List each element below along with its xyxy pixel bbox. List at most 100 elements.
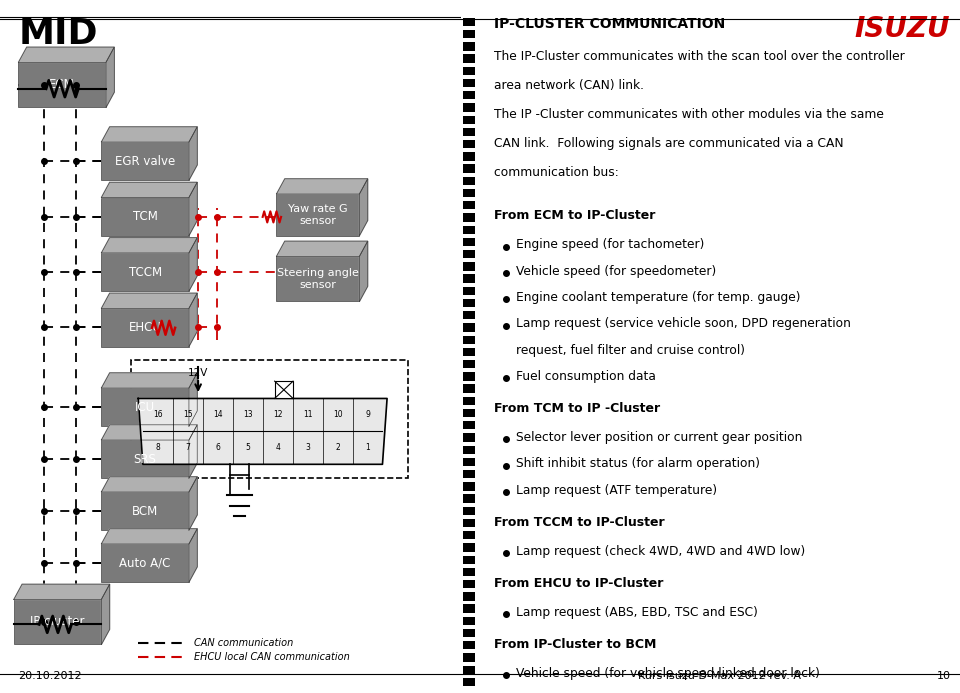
Polygon shape xyxy=(189,529,197,582)
Polygon shape xyxy=(276,179,368,194)
FancyBboxPatch shape xyxy=(463,67,474,75)
Polygon shape xyxy=(13,584,109,599)
Polygon shape xyxy=(102,293,197,308)
Polygon shape xyxy=(102,127,197,142)
FancyBboxPatch shape xyxy=(463,128,474,136)
FancyBboxPatch shape xyxy=(463,543,474,552)
FancyBboxPatch shape xyxy=(463,213,474,222)
FancyBboxPatch shape xyxy=(463,238,474,246)
FancyBboxPatch shape xyxy=(463,568,474,576)
Text: Engine speed (for tachometer): Engine speed (for tachometer) xyxy=(516,238,705,252)
FancyBboxPatch shape xyxy=(463,116,474,124)
Polygon shape xyxy=(102,529,197,544)
FancyBboxPatch shape xyxy=(276,256,359,301)
FancyBboxPatch shape xyxy=(102,440,189,478)
Text: 1: 1 xyxy=(365,444,370,453)
FancyBboxPatch shape xyxy=(463,55,474,63)
FancyBboxPatch shape xyxy=(463,140,474,148)
FancyBboxPatch shape xyxy=(463,556,474,564)
Text: Shift inhibit status (for alarm operation): Shift inhibit status (for alarm operatio… xyxy=(516,457,760,471)
Text: 10: 10 xyxy=(333,410,343,419)
Text: communication bus:: communication bus: xyxy=(494,166,619,179)
Text: TCM: TCM xyxy=(132,210,157,223)
Text: From IP-Cluster to BCM: From IP-Cluster to BCM xyxy=(494,638,657,651)
Text: 9: 9 xyxy=(365,410,370,419)
FancyBboxPatch shape xyxy=(463,348,474,356)
Text: Fuel consumption data: Fuel consumption data xyxy=(516,370,656,383)
Polygon shape xyxy=(189,182,197,236)
FancyBboxPatch shape xyxy=(463,177,474,185)
FancyBboxPatch shape xyxy=(463,593,474,601)
FancyBboxPatch shape xyxy=(463,274,474,283)
FancyBboxPatch shape xyxy=(463,225,474,234)
Polygon shape xyxy=(189,425,197,478)
Text: 11: 11 xyxy=(302,410,312,419)
Text: Engine coolant temperature (for temp. gauge): Engine coolant temperature (for temp. ga… xyxy=(516,291,801,304)
Text: 12: 12 xyxy=(273,410,282,419)
FancyBboxPatch shape xyxy=(463,665,474,674)
FancyBboxPatch shape xyxy=(463,164,474,173)
Text: 10: 10 xyxy=(936,671,950,681)
FancyBboxPatch shape xyxy=(463,604,474,613)
Polygon shape xyxy=(102,182,197,198)
Text: The IP-Cluster communicates with the scan tool over the controller: The IP-Cluster communicates with the sca… xyxy=(494,50,905,63)
FancyBboxPatch shape xyxy=(463,409,474,417)
Polygon shape xyxy=(102,477,197,492)
Text: CAN link.  Following signals are communicated via a CAN: CAN link. Following signals are communic… xyxy=(494,137,844,150)
Text: TCCM: TCCM xyxy=(129,265,161,279)
Text: Kurs Isuzu D-Max 2012 rev. A: Kurs Isuzu D-Max 2012 rev. A xyxy=(638,671,802,681)
Text: 2: 2 xyxy=(335,444,340,453)
Text: From EHCU to IP-Cluster: From EHCU to IP-Cluster xyxy=(494,577,663,590)
Text: 14: 14 xyxy=(213,410,223,419)
Text: ISUZU: ISUZU xyxy=(855,15,950,43)
FancyBboxPatch shape xyxy=(463,91,474,99)
FancyBboxPatch shape xyxy=(463,494,474,502)
FancyBboxPatch shape xyxy=(463,79,474,87)
FancyBboxPatch shape xyxy=(276,194,359,236)
FancyBboxPatch shape xyxy=(463,299,474,307)
Text: IP-CLUSTER COMMUNICATION: IP-CLUSTER COMMUNICATION xyxy=(494,17,726,31)
Text: BCM: BCM xyxy=(132,505,158,518)
FancyBboxPatch shape xyxy=(463,458,474,466)
Polygon shape xyxy=(138,398,387,464)
Text: Lamp request (ABS, EBD, TSC and ESC): Lamp request (ABS, EBD, TSC and ESC) xyxy=(516,606,757,619)
FancyBboxPatch shape xyxy=(463,42,474,51)
FancyBboxPatch shape xyxy=(463,617,474,625)
Text: 13: 13 xyxy=(243,410,252,419)
FancyBboxPatch shape xyxy=(463,311,474,319)
Polygon shape xyxy=(102,584,109,644)
Polygon shape xyxy=(189,293,197,346)
Text: Vehicle speed (for vehicle speed linked door lock): Vehicle speed (for vehicle speed linked … xyxy=(516,667,820,680)
FancyBboxPatch shape xyxy=(102,253,189,291)
Text: IP cluster: IP cluster xyxy=(31,615,84,629)
Polygon shape xyxy=(359,179,368,236)
FancyBboxPatch shape xyxy=(463,678,474,686)
Text: 4: 4 xyxy=(276,444,280,453)
Text: request, fuel filter and cruise control): request, fuel filter and cruise control) xyxy=(516,344,745,357)
Text: Yaw rate G
sensor: Yaw rate G sensor xyxy=(288,204,348,226)
FancyBboxPatch shape xyxy=(102,544,189,582)
FancyBboxPatch shape xyxy=(18,62,106,107)
FancyBboxPatch shape xyxy=(13,599,102,644)
FancyBboxPatch shape xyxy=(463,103,474,112)
Text: EGR valve: EGR valve xyxy=(115,155,176,168)
FancyBboxPatch shape xyxy=(463,360,474,368)
Text: Lamp request (ATF temperature): Lamp request (ATF temperature) xyxy=(516,484,717,497)
Text: Vehicle speed (for speedometer): Vehicle speed (for speedometer) xyxy=(516,265,716,278)
Text: 3: 3 xyxy=(305,444,310,453)
FancyBboxPatch shape xyxy=(102,492,189,530)
Polygon shape xyxy=(276,241,368,256)
FancyBboxPatch shape xyxy=(102,388,189,426)
FancyBboxPatch shape xyxy=(463,385,474,393)
Text: 20.10.2012: 20.10.2012 xyxy=(18,671,82,681)
Text: 8: 8 xyxy=(156,444,160,453)
Text: From ECM to IP-Cluster: From ECM to IP-Cluster xyxy=(494,209,656,222)
Text: 7: 7 xyxy=(185,444,190,453)
Text: 12V: 12V xyxy=(188,368,208,378)
FancyBboxPatch shape xyxy=(463,629,474,637)
FancyBboxPatch shape xyxy=(463,262,474,270)
Text: area network (CAN) link.: area network (CAN) link. xyxy=(494,79,644,92)
Text: MID: MID xyxy=(18,17,98,51)
FancyBboxPatch shape xyxy=(463,287,474,295)
Text: From TCM to IP -Cluster: From TCM to IP -Cluster xyxy=(494,402,660,415)
